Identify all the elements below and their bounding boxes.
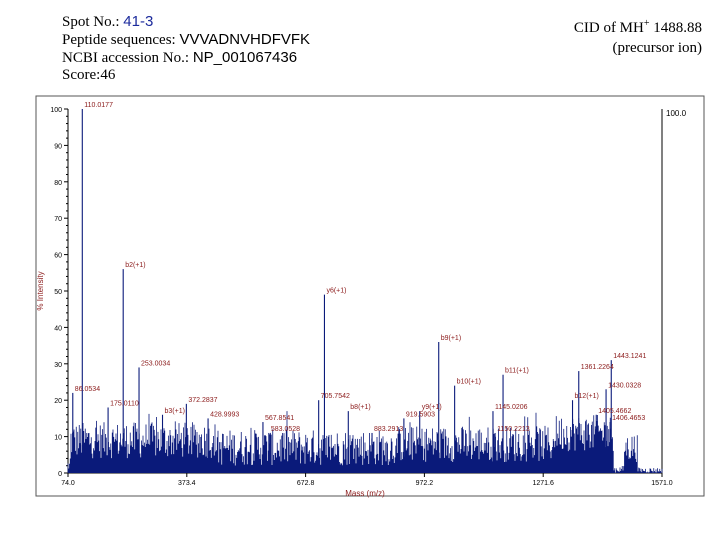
x-axis-label: Mass (m/z) [345,489,385,498]
peak-label: b10(+1) [457,379,481,386]
y-axis-label: % Intensity [36,271,45,310]
peak-label: 583.0528 [271,426,300,433]
cid-info: CID of MH+ 1488.88 (precursor ion) [574,18,702,58]
peak-label: y6(+1) [326,288,346,295]
x-tick-label: 1271.6 [532,480,554,487]
y-tick-label: 60 [54,253,62,260]
peak-label: b9(+1) [441,335,461,342]
peak-label: 567.8541 [265,415,294,422]
peak-label: 1406.4653 [612,415,645,422]
peak-labels-group: 110.0177 86.0534 175.0110 b2(+1) 253.0034 b3(… [75,102,647,433]
peak-label: 110.0177 [84,102,113,109]
peak-label: b2(+1) [125,262,145,269]
spot-value: 41-3 [123,13,154,30]
peak-label: 1361.2264 [581,364,614,371]
cid-prefix: CID of MH [573,20,644,36]
spot-label: Spot No.: [62,14,120,30]
peak-label: 428.9993 [210,411,239,418]
precursor-line: (precursor ion) [612,40,702,56]
score-label: Score: [62,67,101,83]
y-tick-label: 10 [54,435,62,442]
peak-label: 1145.0206 [495,404,528,411]
x-tick-label: 373.4 [178,480,196,487]
x-tick-label: 672.8 [297,480,315,487]
peptide-value: VVVADNVHDFVFK [179,31,311,48]
right-axis-label: 100.0 [666,109,687,118]
score-value: 46 [100,67,116,83]
ncbi-label: NCBI accession No.: [62,50,190,66]
peak-label: 1443.1241 [613,353,646,360]
cid-sup: + [643,18,650,29]
y-tick-label: 70 [54,216,62,223]
peak-label: y9(+1) [422,404,442,411]
spot-info: Spot No.: 41-3 Peptide sequences: VVVADN… [62,13,310,84]
peptide-label: Peptide sequences: [62,32,176,48]
peak-label: 1150.2213 [497,426,530,433]
peak-label: 1430.0328 [608,382,641,389]
ncbi-value: NP_001067436 [192,49,298,66]
y-tick-label: 20 [54,398,62,405]
chart-frame [35,95,705,497]
y-tick-label: 30 [54,362,62,369]
peak-label: 883.2913 [374,426,403,433]
y-tick-label: 0 [58,471,62,478]
spectrum-group [67,109,663,473]
y-tick-label: 90 [54,143,62,150]
cid-value: 1488.88 [653,20,702,36]
peak-label: 253.0034 [141,360,170,367]
y-tick-label: 40 [54,325,62,332]
peak-label: 372.2837 [188,397,217,404]
x-tick-label: 972.2 [416,480,434,487]
score-line: Score:46 [62,67,310,84]
peptide-line: Peptide sequences: VVVADNVHDFVFK [62,31,310,49]
peak-label: 175.0110 [110,400,139,407]
y-tick-label: 100 [50,107,62,114]
spot-line: Spot No.: 41-3 [62,13,310,31]
peak-label: 705.7542 [321,393,350,400]
ncbi-line: NCBI accession No.: NP_001067436 [62,49,310,67]
x-tick-label: 1571.0 [651,480,673,487]
y-tick-label: 50 [54,289,62,296]
peak-label: b11(+1) [505,368,529,375]
peak-label: b12(+1) [575,393,599,400]
cid-line: CID of MH+ 1488.88 [574,18,702,38]
peak-label: b8(+1) [350,404,370,411]
peak-label: b3(+1) [165,408,185,415]
x-tick-label: 74.0 [61,480,75,487]
peak-label: 1405.4662 [598,408,631,415]
peak-label: 919.5903 [406,411,435,418]
y-tick-label: 80 [54,180,62,187]
peak-label: 86.0534 [75,386,100,393]
